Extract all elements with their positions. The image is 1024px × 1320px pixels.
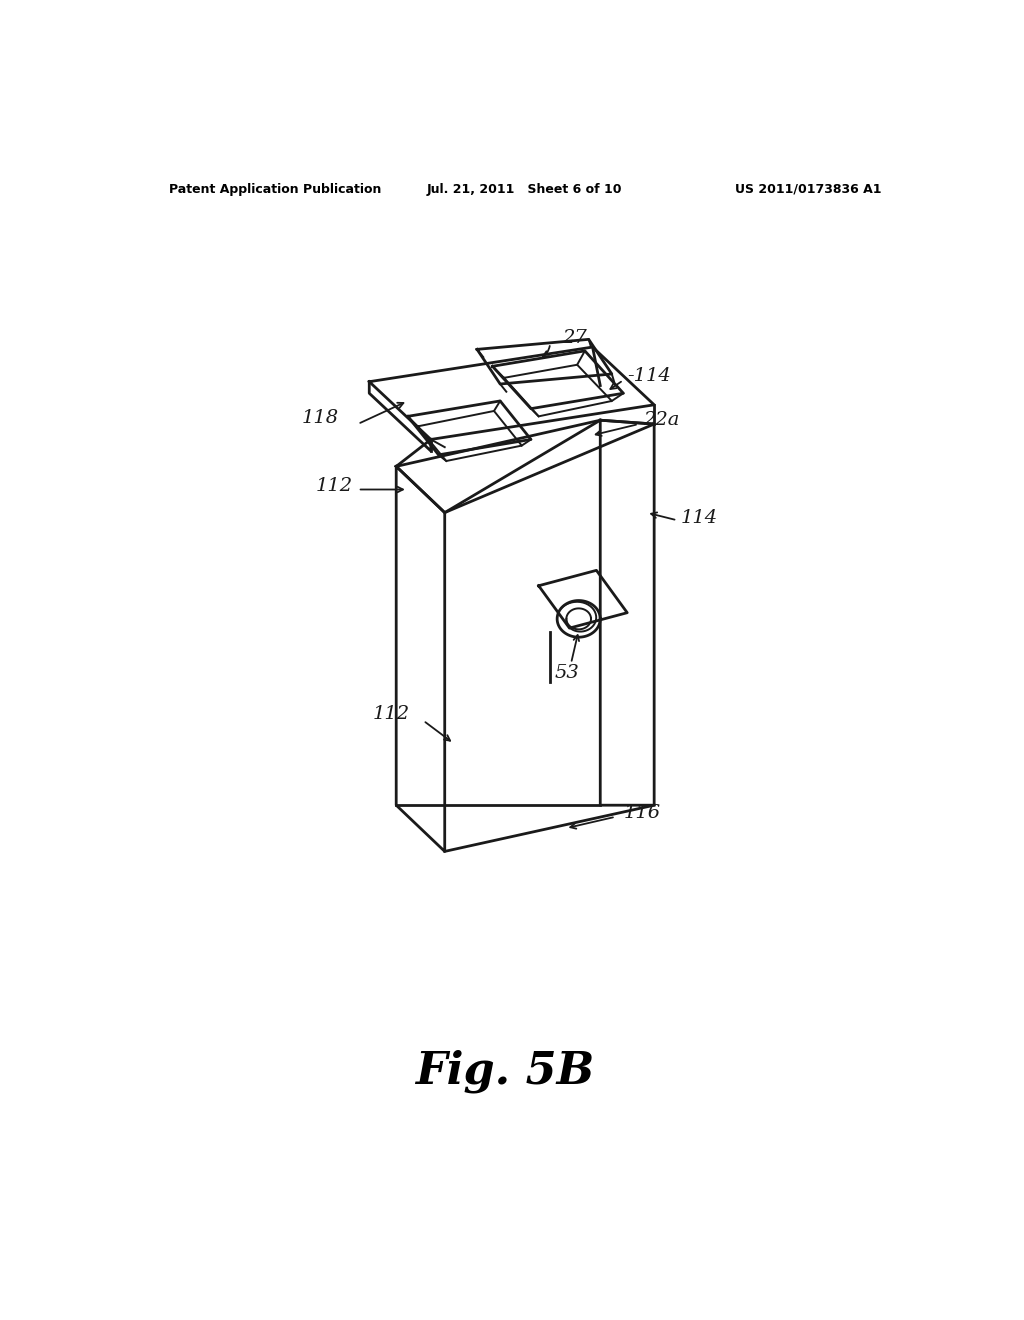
Text: 22a: 22a: [643, 412, 679, 429]
Text: 53: 53: [555, 664, 580, 681]
Text: 116: 116: [624, 804, 660, 822]
Text: 118: 118: [301, 409, 339, 426]
Text: 112: 112: [315, 478, 352, 495]
Text: 112: 112: [372, 705, 410, 723]
Text: Patent Application Publication: Patent Application Publication: [169, 182, 381, 195]
Text: Jul. 21, 2011   Sheet 6 of 10: Jul. 21, 2011 Sheet 6 of 10: [427, 182, 623, 195]
Text: 114: 114: [681, 510, 718, 527]
Text: US 2011/0173836 A1: US 2011/0173836 A1: [735, 182, 882, 195]
Text: -114: -114: [628, 367, 671, 385]
Text: 27: 27: [562, 329, 587, 347]
Text: Fig. 5B: Fig. 5B: [416, 1049, 595, 1093]
